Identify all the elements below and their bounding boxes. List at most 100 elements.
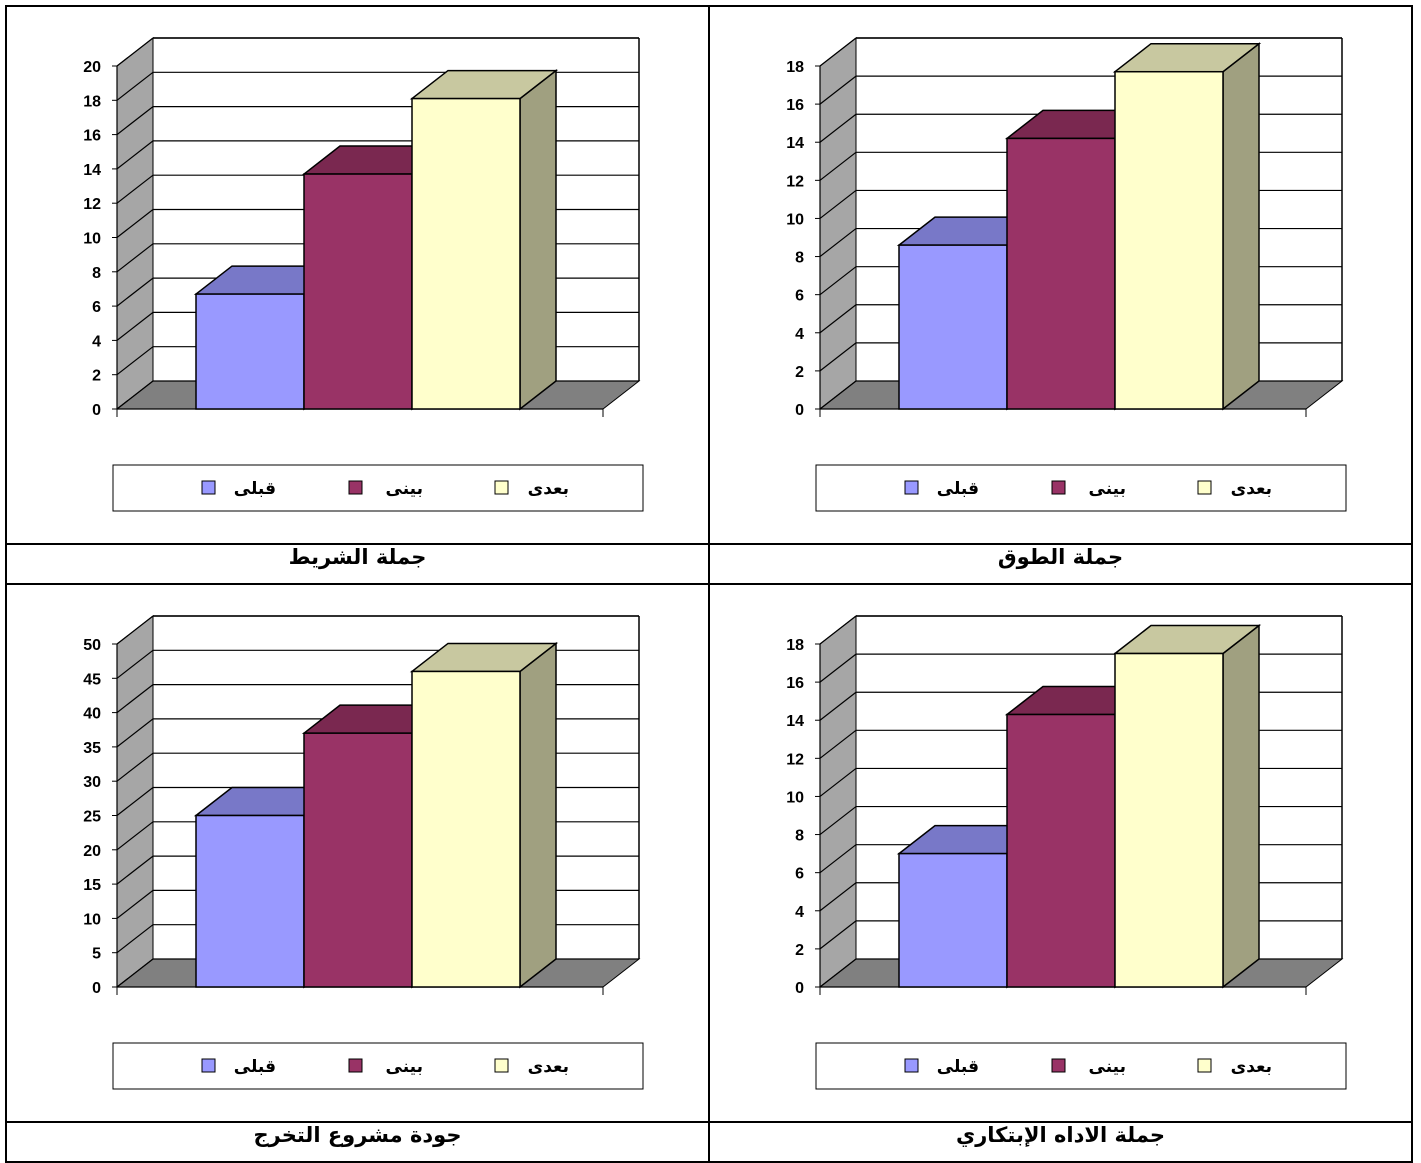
gridline-depth [116, 684, 154, 714]
legend-label-after: بعدى [1231, 479, 1272, 499]
bar-before [195, 293, 305, 410]
y-tick-label: 12 [786, 173, 804, 190]
legend-label-before: قبلى [937, 1057, 979, 1077]
gridline-depth [819, 380, 857, 410]
gridline-depth [819, 691, 857, 721]
gridline-depth [116, 277, 154, 307]
legend-box [815, 464, 1347, 512]
y-tick-label: 25 [83, 809, 101, 826]
legend-swatch-before [904, 1058, 919, 1073]
y-tick-label: 10 [786, 789, 804, 806]
legend-label-between: بينى [1089, 479, 1126, 499]
legend-label-between: بينى [386, 1057, 423, 1077]
bar-before [195, 814, 305, 988]
bar-after [411, 670, 521, 988]
chart-title-collar-total: جملة الطوق [708, 543, 1413, 585]
gridline-depth [819, 729, 857, 759]
left-wall [819, 36, 857, 411]
legend-label-after: بعدى [528, 479, 569, 499]
gridline-depth [116, 209, 154, 238]
legend-swatch-after [1197, 1058, 1212, 1073]
bar-between [303, 732, 413, 988]
gridline-depth [116, 106, 154, 136]
bar-chart-project-quality: 0 5 10 15 20 25 30 35 40 45 50 بعدى بينى قبلى [83, 614, 644, 1090]
bar-side-after [519, 69, 557, 411]
gridline-depth [819, 958, 857, 988]
legend-label-between: بينى [386, 479, 423, 499]
y-tick-label: 10 [83, 231, 101, 248]
y-tick-label: 6 [795, 866, 804, 883]
chart-cell-project-quality: 0 5 10 15 20 25 30 35 40 45 50 بعدى بينى قبلى [5, 583, 710, 1123]
legend-swatch-between [348, 1058, 363, 1073]
y-tick-label: 8 [795, 250, 804, 267]
gridline-depth [116, 71, 154, 101]
gridline-depth [819, 767, 857, 797]
legend-box [112, 464, 644, 512]
legend-swatch-between [1051, 480, 1066, 495]
legend-label-before: قبلى [937, 479, 979, 499]
bar-chart-collar-total: 0 2 4 6 8 10 12 14 16 18 بعدى بينى قبلى [786, 36, 1347, 512]
bar-before [898, 852, 1008, 988]
legend-label-between: بينى [1089, 1057, 1126, 1077]
gridline-depth [819, 266, 857, 296]
gridline-depth [116, 140, 154, 170]
bar-chart-tape-total: 0 2 4 6 8 10 12 14 16 18 20 بعدى بينى قبلى [83, 36, 644, 512]
charts-grid: 0 2 4 6 8 10 12 14 16 18 20 بعدى بينى قبلى 0 2 4 6 8 10 12 1… [5, 5, 1413, 1163]
legend-swatch-after [494, 1058, 509, 1073]
y-tick-label: 10 [83, 911, 101, 928]
gridline-depth [116, 821, 154, 851]
y-tick-label: 50 [83, 637, 101, 654]
y-tick-label: 0 [92, 402, 101, 419]
y-tick-label: 12 [786, 751, 804, 768]
y-tick-label: 40 [83, 706, 101, 723]
chart-cell-creative-tool-total: 0 2 4 6 8 10 12 14 16 18 بعدى بينى قبلى [708, 583, 1413, 1123]
bar-after [411, 97, 521, 410]
gridline-depth [819, 844, 857, 874]
gridline-depth [819, 75, 857, 105]
gridline-depth [819, 653, 857, 683]
gridline-depth [116, 615, 154, 645]
legend-swatch-before [904, 480, 919, 495]
y-tick-label: 4 [795, 326, 804, 343]
legend-swatch-between [1051, 1058, 1066, 1073]
gridline-depth [116, 752, 154, 782]
gridline-depth [116, 649, 154, 679]
y-tick-label: 35 [83, 740, 101, 757]
bar-after [1114, 70, 1224, 410]
y-tick-label: 14 [83, 162, 101, 179]
left-wall [819, 614, 857, 989]
y-tick-label: 4 [92, 333, 101, 350]
y-tick-label: 0 [795, 980, 804, 997]
legend-swatch-before [201, 480, 216, 495]
bar-side-after [1222, 42, 1260, 411]
bar-side-after [1222, 623, 1260, 989]
y-tick-label: 8 [795, 828, 804, 845]
bar-between [303, 173, 413, 410]
y-tick-label: 20 [83, 843, 101, 860]
gridline-depth [819, 304, 857, 334]
chart-title-creative-tool-total: جملة الاداه الإبتكاري [708, 1121, 1413, 1163]
gridline-depth [819, 342, 857, 372]
gridline-depth [116, 889, 154, 919]
legend-swatch-between [348, 480, 363, 495]
y-tick-label: 16 [83, 128, 101, 145]
y-tick-label: 12 [83, 196, 101, 213]
gridline-depth [116, 174, 154, 204]
gridline-depth [116, 958, 154, 988]
legend-label-after: بعدى [528, 1057, 569, 1077]
gridline-depth [116, 37, 154, 67]
y-tick-label: 10 [786, 211, 804, 228]
y-tick-label: 0 [795, 402, 804, 419]
bar-between [1006, 713, 1116, 988]
y-tick-label: 30 [83, 774, 101, 791]
y-tick-label: 16 [786, 675, 804, 692]
bar-chart-creative-tool-total: 0 2 4 6 8 10 12 14 16 18 بعدى بينى قبلى [786, 614, 1347, 1090]
gridline-depth [819, 113, 857, 143]
chart-cell-tape-total: 0 2 4 6 8 10 12 14 16 18 20 بعدى بينى قبلى [5, 5, 710, 545]
y-tick-label: 14 [786, 713, 804, 730]
gridline-depth [116, 346, 154, 376]
legend-swatch-after [494, 480, 509, 495]
y-tick-label: 18 [786, 59, 804, 76]
gridline-depth [116, 243, 154, 273]
legend-label-before: قبلى [234, 479, 276, 499]
